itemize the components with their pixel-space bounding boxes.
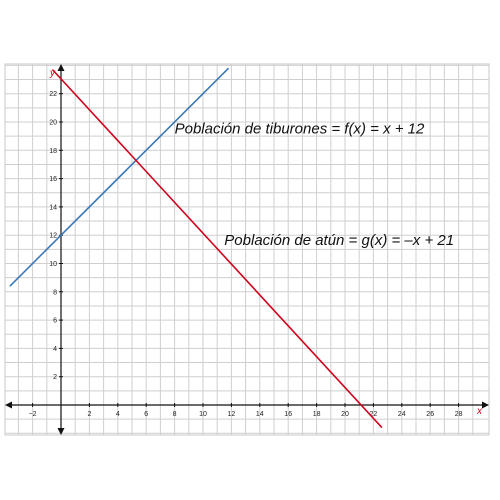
- x-tick-label: 4: [116, 411, 120, 418]
- y-tick-label: 4: [53, 346, 57, 353]
- y-axis-label: y: [49, 68, 56, 79]
- x-tick-label: 12: [228, 411, 236, 418]
- x-tick-label: 8: [173, 411, 177, 418]
- x-tick-label: 24: [398, 411, 406, 418]
- x-tick-label: 10: [199, 411, 207, 418]
- y-tick-label: 14: [49, 204, 57, 211]
- y-axis-arrow-down: [57, 428, 65, 435]
- annotations: Población de tiburones = f(x) = x + 12 Po…: [175, 120, 454, 249]
- series-lines: [9, 67, 383, 429]
- series-line-1: [9, 67, 230, 287]
- y-tick-label: 2: [53, 374, 57, 381]
- y-tick-label: 10: [49, 261, 57, 268]
- x-tick-label: 28: [455, 411, 463, 418]
- axes: xy: [5, 64, 489, 435]
- equation-label-1: Población de tiburones = f(x) = x + 12: [175, 120, 425, 137]
- x-tick-label: 6: [144, 411, 148, 418]
- x-tick-label: −2: [29, 411, 37, 418]
- y-tick-label: 20: [49, 120, 57, 127]
- y-tick-label: 8: [53, 289, 57, 296]
- y-axis-arrow-up: [57, 64, 65, 71]
- y-tick-label: 18: [49, 148, 57, 155]
- x-axis-arrow-left: [5, 401, 12, 409]
- x-tick-label: 2: [87, 411, 91, 418]
- x-tick-label: 18: [313, 411, 321, 418]
- equation-label-2: Población de atún = g(x) = –x + 21: [224, 232, 454, 249]
- y-tick-label: 16: [49, 176, 57, 183]
- x-tick-label: 14: [256, 411, 264, 418]
- x-axis-arrow-right: [482, 401, 489, 409]
- x-tick-label: 26: [426, 411, 434, 418]
- x-axis-label: x: [476, 406, 483, 417]
- series-line-2: [51, 69, 383, 429]
- y-tick-label: 6: [53, 318, 57, 325]
- y-tick-label: 22: [49, 91, 57, 98]
- grid: [5, 64, 489, 435]
- x-tick-label: 16: [284, 411, 292, 418]
- y-tick-label: 12: [49, 233, 57, 240]
- x-tick-label: 20: [341, 411, 349, 418]
- x-tick-label: 22: [370, 411, 378, 418]
- tick-labels: −2 2 4 6 8 10 12 14 16 18 20 22 24 26 2824681012141618…: [29, 91, 463, 418]
